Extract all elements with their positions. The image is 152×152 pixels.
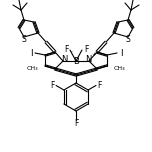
Text: F: F xyxy=(98,81,102,90)
Text: S: S xyxy=(22,36,26,45)
Text: F: F xyxy=(50,81,54,90)
Text: CH₃: CH₃ xyxy=(26,66,38,71)
Text: I: I xyxy=(120,48,122,57)
Text: B: B xyxy=(73,57,79,66)
Text: N: N xyxy=(61,55,67,64)
Text: F: F xyxy=(74,119,78,128)
Text: CH₃: CH₃ xyxy=(114,66,126,71)
Text: S: S xyxy=(126,36,130,45)
Text: F: F xyxy=(64,45,68,54)
Text: N: N xyxy=(85,55,91,64)
Text: I: I xyxy=(30,48,32,57)
Text: F: F xyxy=(84,45,88,54)
Text: ⁻: ⁻ xyxy=(69,52,73,57)
Text: +: + xyxy=(92,52,96,57)
